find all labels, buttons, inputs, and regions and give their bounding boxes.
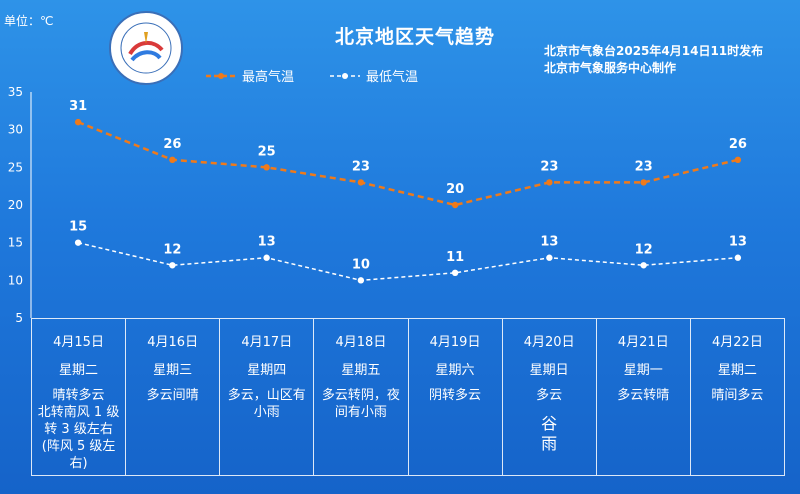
day-weekday: 星期四 [247, 363, 287, 378]
day-weather-desc: 晴转多云 北转南风 1 级转 3 级左右 (阵风 5 级左 右) [37, 388, 120, 471]
legend: 最高气温 最低气温 [206, 66, 418, 85]
legend-item-low: 最低气温 [330, 66, 418, 85]
series-line-low [77, 241, 738, 282]
day-weekday: 星期六 [435, 363, 475, 378]
day-weather-desc: 多云 [536, 388, 563, 403]
data-point-low [74, 239, 82, 246]
day-column: 4月16日星期三多云间晴 [126, 319, 221, 475]
day-date: 4月20日 [523, 335, 575, 350]
data-label-high: 23 [352, 159, 370, 174]
series-line-high [77, 120, 739, 207]
data-label-low: 11 [446, 250, 464, 265]
y-tick-label: 15 [8, 236, 23, 250]
data-point-high [640, 179, 647, 186]
data-label-low: 15 [69, 220, 87, 235]
day-weather-desc: 多云间晴 [146, 388, 199, 403]
day-column: 4月17日星期四多云，山区有 小雨 [220, 319, 315, 475]
y-tick-label: 30 [8, 123, 23, 137]
data-label-high: 23 [635, 159, 653, 174]
day-column: 4月20日星期日多云谷雨 [503, 319, 597, 475]
day-column: 4月18日星期五多云转阴，夜 间有小雨 [314, 319, 409, 475]
data-point-low [546, 254, 553, 261]
data-point-low [734, 254, 742, 261]
data-label-high: 25 [258, 144, 276, 159]
day-date: 4月22日 [712, 335, 763, 350]
day-column: 4月19日星期六阴转多云 [409, 319, 503, 475]
day-weekday: 星期二 [717, 363, 757, 378]
day-weather-desc: 多云转晴 [617, 388, 670, 403]
chart-title: 北京地区天气趋势 [334, 26, 495, 48]
publisher-info: 北京市气象台2025年4月14日11时发布 北京市气象服务中心制作 [544, 43, 763, 77]
day-date: 4月18日 [335, 335, 387, 350]
day-weather-desc: 晴间多云 [711, 388, 764, 403]
data-label-low: 12 [163, 242, 181, 257]
data-label-low: 13 [258, 235, 276, 250]
day-weekday: 星期一 [623, 363, 663, 378]
y-tick-label: 20 [8, 198, 23, 212]
day-column: 4月22日星期二晴间多云 [691, 319, 784, 475]
data-point-low [169, 262, 176, 269]
day-weekday: 星期二 [59, 363, 99, 378]
data-label-high: 31 [69, 99, 87, 114]
day-column: 4月15日星期二晴转多云 北转南风 1 级转 3 级左右 (阵风 5 级左 右) [32, 319, 127, 475]
day-weekday: 星期日 [529, 363, 569, 378]
legend-high-line-icon [206, 72, 236, 79]
data-point-high [74, 118, 82, 126]
data-point-low [357, 277, 365, 284]
y-tick-label: 35 [8, 85, 23, 99]
day-weekday: 星期三 [153, 363, 193, 378]
y-tick-label: 10 [8, 273, 23, 287]
data-label-high: 26 [729, 137, 747, 152]
day-weekday: 星期五 [341, 363, 381, 378]
day-weather-desc: 阴转多云 [429, 388, 482, 403]
data-point-low [451, 269, 459, 276]
y-tick-label: 5 [15, 311, 23, 325]
legend-low-label: 最低气温 [366, 70, 419, 85]
meteorological-service-logo [109, 11, 183, 85]
data-label-low: 12 [635, 242, 653, 257]
day-date: 4月21日 [617, 335, 669, 350]
data-label-low: 13 [540, 235, 558, 250]
data-point-high [263, 164, 270, 171]
publisher-line-1: 北京市气象台2025年4月14日11时发布 [544, 44, 764, 58]
data-point-high [734, 156, 742, 163]
data-point-low [263, 254, 270, 261]
day-date: 4月17日 [241, 335, 293, 350]
data-point-high [451, 201, 459, 209]
day-date: 4月16日 [147, 335, 199, 350]
day-date: 4月15日 [53, 335, 104, 350]
day-weather-desc: 多云转阴，夜 间有小雨 [321, 388, 400, 420]
data-point-low [640, 262, 647, 269]
data-point-high [546, 179, 553, 186]
data-label-high: 26 [163, 137, 181, 152]
y-tick-label: 25 [8, 160, 23, 174]
forecast-table: 4月15日 星期二 晴转多云 北转南风 1 级转 3 级左右 (阵风 5 级左 右) 4月1… [31, 318, 785, 476]
day-date: 4月19日 [429, 335, 481, 350]
solar-term: 谷雨 [541, 414, 558, 453]
day-column: 4月21日星期一多云转晴 [597, 319, 691, 475]
legend-item-high: 最高气温 [206, 66, 294, 85]
legend-high-label: 最高气温 [242, 70, 295, 85]
data-point-high [169, 156, 176, 163]
data-point-high [357, 179, 365, 186]
data-label-high: 20 [446, 182, 464, 197]
legend-low-line-icon [330, 72, 361, 79]
data-label-low: 10 [352, 257, 370, 272]
day-weather-desc: 多云，山区有 小雨 [227, 388, 306, 420]
data-label-low: 13 [729, 235, 747, 250]
data-label-high: 23 [540, 159, 558, 174]
unit-label: 单位：℃ [4, 14, 54, 28]
publisher-line-2: 北京市气象服务中心制作 [544, 61, 677, 75]
